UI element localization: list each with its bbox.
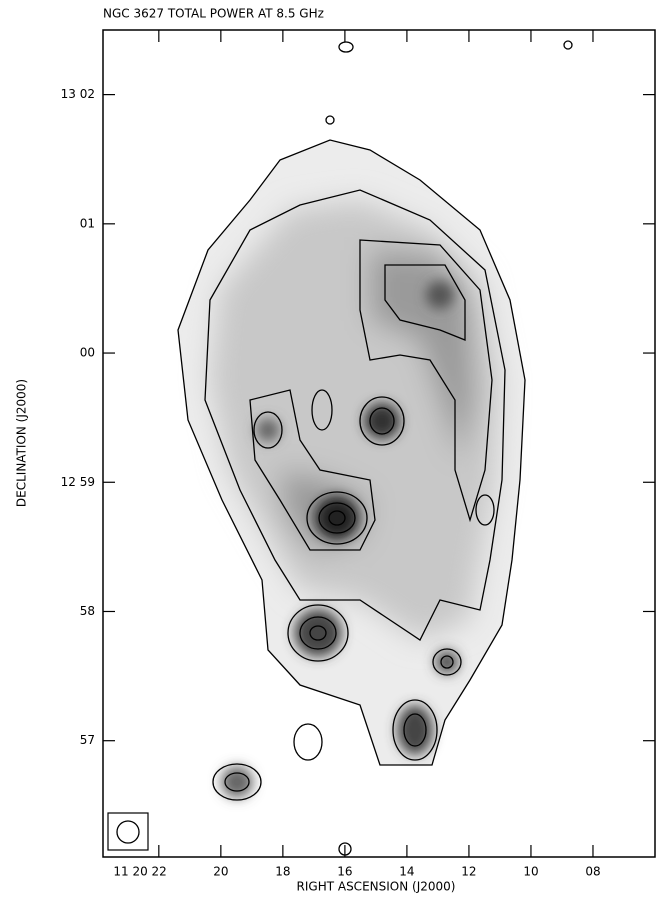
x-tick-label: 16 <box>337 865 352 879</box>
x-tick-label: 10 <box>523 865 538 879</box>
x-tick-label: 12 <box>461 865 476 879</box>
chart-title: NGC 3627 TOTAL POWER AT 8.5 GHz <box>103 7 324 21</box>
y-tick-label: 01 <box>80 216 95 230</box>
x-tick-label: 08 <box>585 865 600 879</box>
y-tick-label: 13 02 <box>61 87 95 101</box>
y-tick-label: 58 <box>80 604 95 618</box>
plot-frame <box>102 29 656 858</box>
x-tick-label: 20 <box>213 865 228 879</box>
galaxy-image <box>107 40 573 856</box>
x-tick-label: 14 <box>399 865 414 879</box>
y-axis-label: DECLINATION (J2000) <box>15 379 29 507</box>
y-tick-label: 00 <box>80 346 95 360</box>
y-tick-label: 57 <box>80 733 95 747</box>
x-axis-label: RIGHT ASCENSION (J2000) <box>297 880 456 894</box>
y-tick-label: 12 59 <box>61 475 95 489</box>
x-tick-label: 11 20 22 <box>113 865 166 879</box>
x-tick-label: 18 <box>275 865 290 879</box>
